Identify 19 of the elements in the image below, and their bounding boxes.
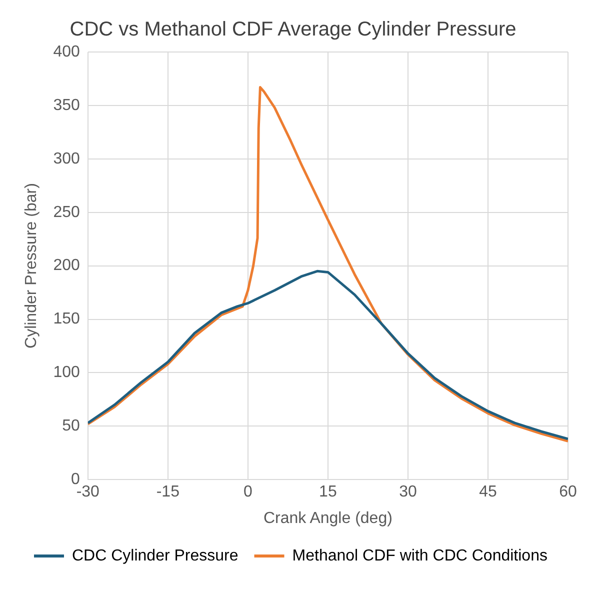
y-tick-label: 50 — [62, 418, 80, 435]
y-axis-title: Cylinder Pressure (bar) — [23, 183, 40, 348]
x-axis-title: Crank Angle (deg) — [263, 510, 392, 527]
x-tick-label: 60 — [559, 484, 577, 501]
y-tick-label: 400 — [53, 43, 80, 60]
legend-label: CDC Cylinder Pressure — [72, 547, 238, 564]
x-tick-label: 0 — [243, 484, 252, 501]
y-tick-label: 350 — [53, 96, 80, 114]
x-tick-label: -15 — [156, 484, 180, 501]
y-tick-label: 100 — [53, 364, 80, 382]
x-tick-label: 45 — [479, 484, 497, 501]
x-tick-label: 15 — [319, 484, 337, 501]
y-tick-label: 300 — [53, 150, 80, 168]
x-tick-label: 30 — [399, 484, 417, 501]
chart-title: CDC vs Methanol CDF Average Cylinder Pressure — [70, 18, 516, 41]
y-tick-label: 150 — [53, 310, 80, 328]
legend-label: Methanol CDF with CDC Conditions — [292, 547, 548, 564]
y-tick-label: 250 — [53, 204, 80, 221]
y-tick-label: 200 — [53, 257, 80, 274]
